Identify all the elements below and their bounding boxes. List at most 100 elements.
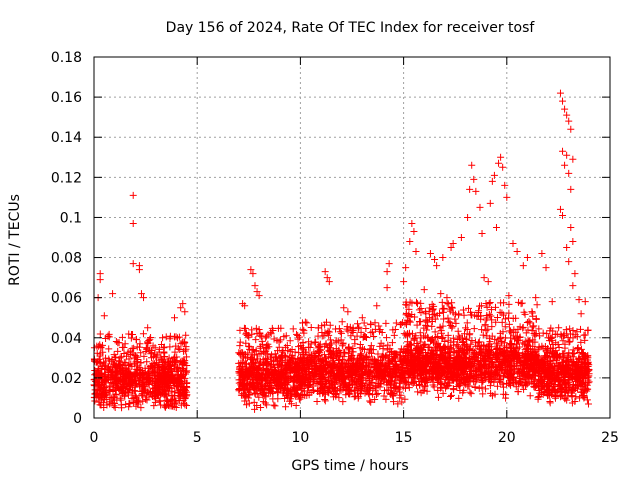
data-point — [101, 371, 109, 379]
data-point — [577, 310, 585, 318]
data-point — [262, 371, 270, 379]
data-point — [396, 348, 404, 356]
data-point — [274, 395, 282, 403]
data-point — [440, 315, 448, 323]
data-point — [262, 334, 270, 342]
data-point — [454, 327, 462, 335]
data-point — [353, 381, 361, 389]
data-point — [430, 383, 438, 391]
data-point — [466, 185, 474, 193]
data-point — [134, 400, 142, 408]
data-point — [275, 338, 283, 346]
data-point — [97, 343, 105, 351]
data-point — [312, 379, 320, 387]
data-point — [575, 296, 583, 304]
data-point — [386, 345, 394, 353]
data-point — [145, 380, 153, 388]
data-point — [235, 349, 243, 357]
data-point — [323, 357, 331, 365]
data-point — [361, 389, 369, 397]
data-point — [252, 336, 260, 344]
data-point — [149, 342, 157, 350]
data-point — [265, 367, 273, 375]
data-point — [271, 402, 279, 410]
data-point — [559, 97, 567, 105]
data-point — [143, 374, 151, 382]
data-point — [382, 319, 390, 327]
data-point — [174, 375, 182, 383]
data-point — [325, 389, 333, 397]
data-point — [122, 400, 130, 408]
data-point — [362, 376, 370, 384]
data-point — [339, 339, 347, 347]
data-point — [367, 342, 375, 350]
data-point — [365, 383, 373, 391]
data-point — [284, 386, 292, 394]
data-point — [275, 371, 283, 379]
data-point — [268, 324, 276, 332]
data-point — [244, 354, 252, 362]
data-point — [389, 373, 397, 381]
data-point — [255, 350, 263, 358]
data-point — [492, 223, 500, 231]
data-point — [467, 390, 475, 398]
data-point — [149, 384, 157, 392]
x-tick-label: 20 — [498, 430, 516, 446]
data-point — [96, 270, 104, 278]
data-point — [414, 388, 422, 396]
data-point — [183, 353, 191, 361]
data-point — [317, 381, 325, 389]
data-point — [542, 264, 550, 272]
data-point — [363, 370, 371, 378]
data-point — [248, 330, 256, 338]
data-point — [358, 314, 366, 322]
data-point — [135, 372, 143, 380]
data-point — [129, 191, 137, 199]
data-point — [365, 391, 373, 399]
data-point — [254, 379, 262, 387]
data-point — [320, 351, 328, 359]
data-point — [119, 383, 127, 391]
data-point — [323, 378, 331, 386]
data-point — [236, 326, 244, 334]
data-point — [258, 376, 266, 384]
data-point — [310, 352, 318, 360]
data-point — [457, 234, 465, 241]
data-point — [486, 382, 494, 390]
data-point — [250, 398, 258, 406]
data-point — [254, 369, 262, 377]
data-point — [330, 354, 338, 362]
data-point — [314, 347, 322, 355]
data-point — [138, 391, 146, 399]
data-point — [96, 359, 104, 367]
data-point — [140, 352, 148, 360]
data-point — [283, 369, 291, 377]
data-point — [416, 329, 424, 337]
data-point — [340, 348, 348, 356]
data-point — [102, 354, 110, 362]
data-point — [132, 336, 140, 344]
data-point — [158, 355, 166, 363]
data-point — [337, 387, 345, 395]
data-point — [122, 364, 130, 372]
data-point — [321, 397, 329, 405]
y-tick-label: 0.02 — [51, 371, 82, 387]
x-tick-label: 5 — [193, 430, 202, 446]
data-point — [392, 377, 400, 385]
data-point — [246, 366, 254, 374]
data-point — [118, 404, 126, 412]
data-point — [242, 393, 250, 401]
data-point — [526, 392, 534, 400]
data-point — [129, 219, 137, 227]
data-point — [386, 363, 394, 371]
data-point — [112, 362, 120, 370]
data-point — [392, 384, 400, 392]
data-point — [380, 372, 388, 380]
data-point — [176, 383, 184, 391]
y-tick-label: 0.12 — [51, 170, 82, 186]
data-point — [120, 349, 128, 357]
data-points — [90, 89, 593, 413]
data-point — [175, 389, 183, 397]
data-point — [496, 334, 504, 342]
y-tick-label: 0 — [73, 411, 82, 427]
